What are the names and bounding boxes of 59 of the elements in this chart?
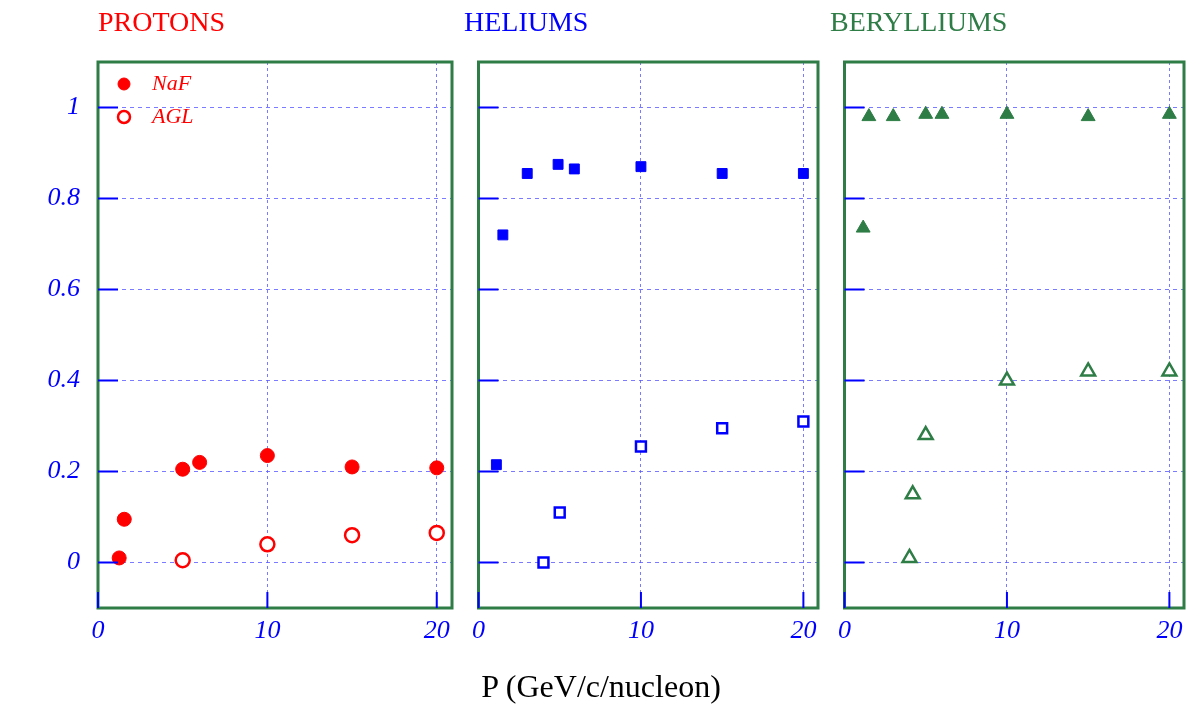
point (344, 459, 360, 475)
x-axis-title: P (GeV/c/nucleon) (480, 668, 722, 705)
x-tick-label: 0 (91, 615, 105, 645)
point (259, 448, 275, 464)
point (918, 105, 934, 119)
point (635, 161, 647, 173)
point (1161, 105, 1177, 119)
point (497, 229, 509, 241)
chart-title: PROTONS (98, 6, 226, 38)
point (553, 506, 566, 519)
chart-title: BERYLLIUMS (830, 6, 1008, 38)
point (634, 440, 648, 453)
chart-title: HELIUMS (464, 6, 589, 38)
point (521, 168, 533, 179)
point (715, 422, 729, 435)
point (428, 524, 446, 542)
point (490, 459, 502, 471)
x-tick-label: 10 (993, 615, 1020, 645)
point (797, 168, 809, 179)
point (901, 548, 918, 564)
point (885, 108, 901, 122)
x-tick-label: 20 (790, 615, 817, 645)
x-tick-label: 20 (423, 615, 450, 645)
y-tick-label: 0.6 (47, 273, 80, 303)
point (861, 108, 877, 122)
x-tick-label: 10 (627, 615, 654, 645)
legend-label: NaF (151, 69, 192, 95)
point (568, 163, 580, 175)
point (552, 158, 564, 170)
point (999, 105, 1015, 119)
point (429, 460, 445, 476)
point (192, 454, 208, 470)
legend-label: AGL (150, 102, 194, 128)
point (259, 536, 276, 553)
point (934, 105, 950, 119)
point (797, 415, 810, 428)
y-tick-label: 0 (67, 546, 80, 576)
x-tick-label: 10 (254, 615, 281, 645)
point (855, 219, 871, 233)
point (343, 526, 361, 544)
point (917, 425, 934, 441)
x-tick-label: 0 (472, 615, 485, 645)
point (1161, 362, 1178, 377)
point (116, 511, 132, 527)
y-tick-label: 0.8 (47, 182, 80, 212)
x-tick-label: 0 (838, 615, 851, 645)
y-tick-label: 0.4 (47, 364, 80, 394)
y-tick-label: 1 (67, 91, 80, 121)
y-tick-label: 0.2 (47, 455, 80, 485)
point (537, 556, 550, 569)
point (175, 461, 191, 477)
point (111, 550, 127, 566)
point (1080, 108, 1096, 122)
point (716, 168, 728, 179)
point (1079, 362, 1097, 377)
x-tick-label: 20 (1156, 615, 1183, 645)
point (904, 485, 921, 500)
point (998, 371, 1016, 386)
point (174, 551, 191, 569)
